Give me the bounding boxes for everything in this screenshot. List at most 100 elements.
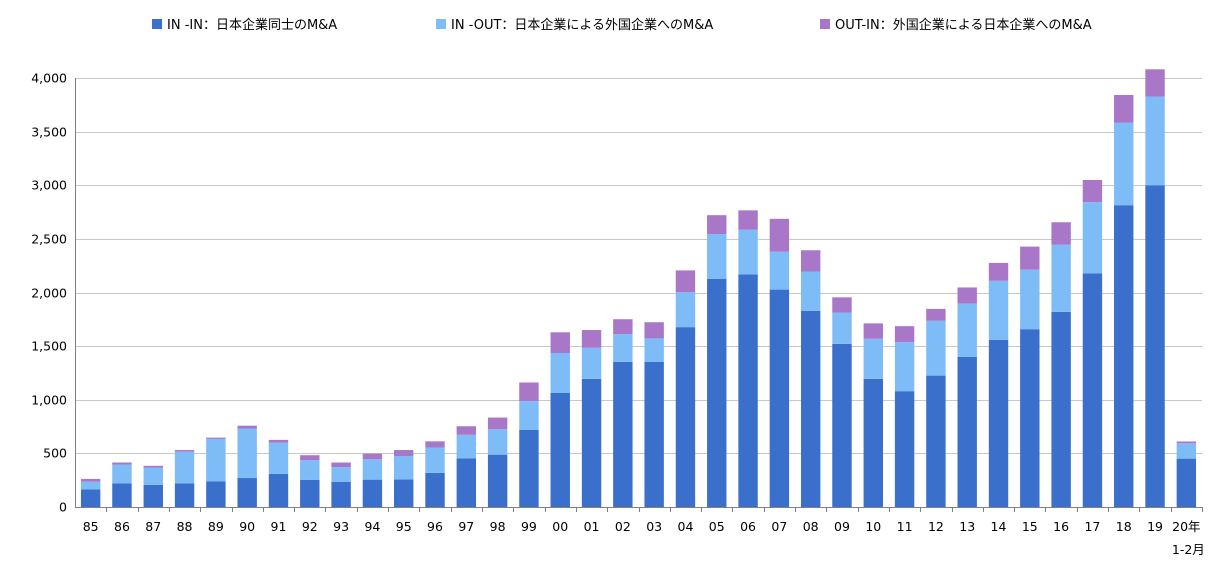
x-tick-label: 17 — [1084, 519, 1100, 534]
x-tick-label: 04 — [678, 519, 694, 534]
bar-segment-in-out — [832, 312, 852, 344]
x-tick-label: 92 — [302, 519, 318, 534]
bar-segment-in-in — [300, 479, 320, 507]
bar-segment-in-in — [80, 489, 101, 507]
bar-segment-out-in — [487, 417, 508, 430]
x-tick-label: 85 — [83, 519, 99, 534]
x-tick-label: 99 — [521, 519, 537, 534]
x-tick-label: 16 — [1053, 519, 1069, 534]
bar-segment-out-in — [550, 332, 570, 353]
bar-segment-out-in — [800, 250, 821, 272]
x-tick-label: 02 — [615, 519, 631, 534]
bar-segment-in-in — [1176, 458, 1197, 507]
bar-segment-in-out — [519, 401, 539, 430]
bar-segment-in-out — [268, 442, 289, 474]
bar-segment-in-in — [456, 458, 477, 507]
bar-segment-out-in — [863, 323, 883, 339]
legend-label-out-in: OUT-IN：外国企業による日本企業へのM&A — [835, 18, 1092, 33]
bar-segment-in-out — [863, 338, 883, 379]
x-tick-label: 87 — [145, 519, 161, 534]
bar-segment-in-out — [112, 464, 132, 484]
y-tick-label: 2,000 — [31, 286, 67, 301]
bar-segment-in-out — [988, 280, 1009, 340]
x-tick-label: 13 — [959, 519, 975, 534]
bar-segment-in-in — [362, 479, 383, 507]
x-tick-label: 08 — [803, 519, 819, 534]
y-tick-label: 1,000 — [31, 393, 67, 408]
x-tick-label: 93 — [333, 519, 349, 534]
bar-segment-out-in — [331, 462, 351, 468]
bar-segment-in-in — [268, 473, 289, 507]
bar-segment-out-in — [456, 426, 477, 435]
x-tick-label: 89 — [208, 519, 224, 534]
bar-segment-in-in — [112, 483, 132, 507]
bar-segment-in-in — [394, 479, 414, 507]
bar-segment-in-out — [80, 481, 101, 490]
bar-segment-out-in — [769, 218, 790, 252]
bar-segment-in-out — [174, 451, 195, 484]
bar-segment-in-out — [581, 347, 602, 379]
x-tick-label: 90 — [239, 519, 255, 534]
x-tick-label: 86 — [114, 519, 130, 534]
bar-segment-out-in — [832, 297, 852, 313]
bar-segment-in-out — [675, 292, 696, 328]
bar-segment-in-out — [143, 467, 163, 485]
bar-segment-out-in — [1176, 441, 1197, 444]
x-tick-label: 00 — [552, 519, 568, 534]
bar-segment-in-out — [1114, 122, 1134, 206]
x-tick-label: 12 — [928, 519, 944, 534]
bar-segment-in-in — [863, 378, 883, 507]
bar-segment-out-in — [362, 453, 383, 460]
bar-segment-in-out — [738, 229, 758, 275]
legend-label-in-out: IN -OUT：日本企業による外国企業へのM&A — [451, 18, 714, 33]
bar-segment-in-out — [957, 303, 977, 357]
bar-segment-in-in — [1051, 311, 1071, 507]
y-tick-label: 3,000 — [31, 178, 67, 193]
bar-segment-in-in — [707, 278, 727, 507]
x-tick-label: 03 — [646, 519, 662, 534]
bar-segment-in-in — [487, 454, 508, 507]
bar-segment-in-out — [300, 460, 320, 480]
y-tick-label: 500 — [43, 446, 67, 461]
bar-segment-out-in — [268, 439, 289, 443]
y-tick-label: 4,000 — [31, 71, 67, 86]
x-tick-label: 94 — [364, 519, 380, 534]
bar-segment-out-in — [206, 437, 226, 439]
bar-segment-in-in — [675, 327, 696, 507]
bar-segment-in-in — [1114, 205, 1134, 507]
legend-label-in-in: IN -IN：日本企業同士のM&A — [167, 18, 338, 33]
x-tick-label: 11 — [897, 519, 913, 534]
bar-segment-in-out — [1051, 244, 1071, 312]
bar-segment-in-in — [581, 378, 602, 507]
bar-segment-out-in — [1114, 94, 1134, 123]
bar-segment-out-in — [112, 462, 132, 465]
bar-segment-in-out — [613, 334, 633, 362]
bar-segment-out-in — [1051, 222, 1071, 245]
x-tick-label: 18 — [1116, 519, 1132, 534]
y-tick-label: 0 — [59, 500, 67, 515]
x-tick-label: 01 — [584, 519, 600, 534]
bar-segment-in-in — [206, 481, 226, 507]
bar-segment-out-in — [80, 478, 101, 482]
legend-item-in-in: IN -IN：日本企業同士のM&A — [152, 14, 337, 33]
x-tick-label: 14 — [991, 519, 1007, 534]
bar-segment-in-out — [926, 320, 946, 376]
bar-segment-in-out — [331, 467, 351, 483]
bar-segment-in-out — [425, 447, 445, 473]
bar-segment-out-in — [174, 450, 195, 452]
bar-segment-out-in — [957, 287, 977, 304]
x-tick-label: 10 — [865, 519, 881, 534]
y-tick-label: 3,500 — [31, 125, 67, 140]
legend-swatch-out-in — [820, 18, 830, 29]
x-tick-label: 96 — [427, 519, 443, 534]
bar-segment-in-out — [487, 429, 508, 455]
y-tick-label: 2,500 — [31, 232, 67, 247]
bar-segment-out-in — [738, 210, 758, 230]
legend-swatch-in-out — [436, 18, 446, 29]
bar-segment-in-in — [1020, 329, 1040, 507]
bar-segment-in-out — [1176, 443, 1197, 459]
bar-segment-out-in — [1020, 246, 1040, 270]
bar-segment-in-out — [644, 338, 664, 362]
